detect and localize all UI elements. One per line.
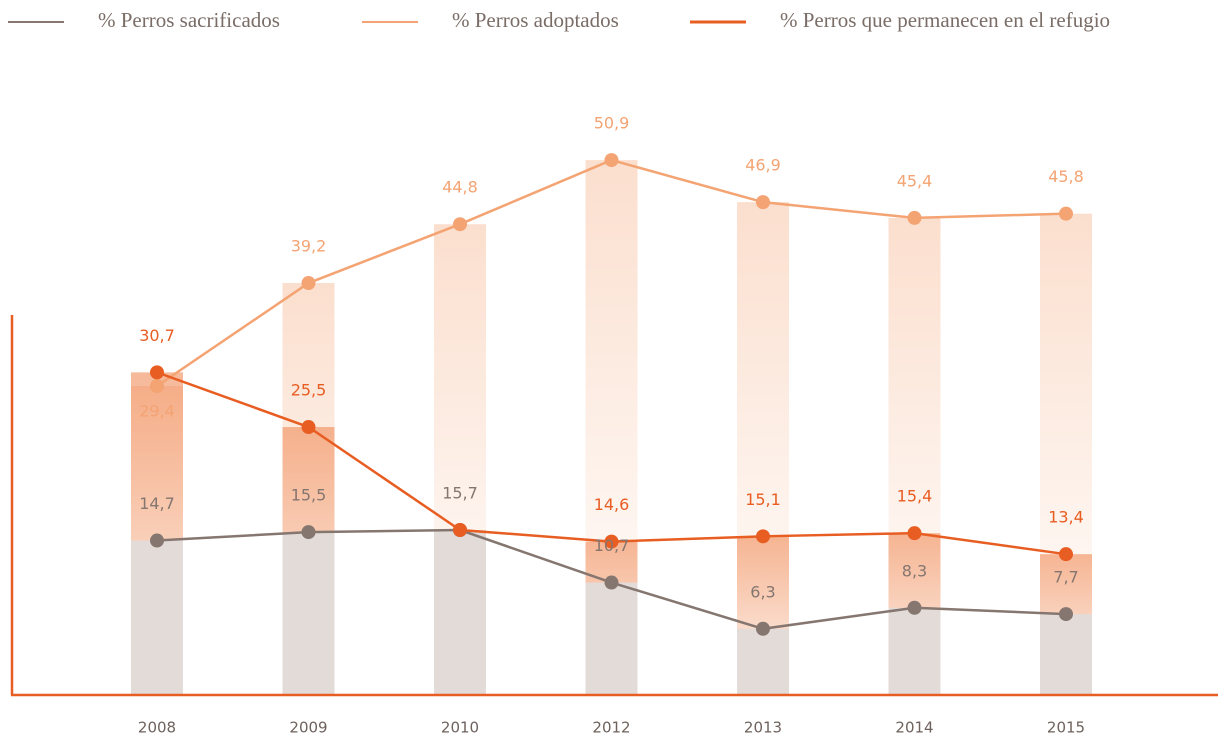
data-label: 15,1 — [745, 490, 781, 509]
data-label: 29,4 — [139, 402, 175, 421]
marker — [453, 217, 467, 232]
bar — [434, 530, 486, 695]
data-label: 7,7 — [1053, 568, 1078, 587]
x-tick-label: 2015 — [1047, 719, 1085, 737]
bars — [131, 160, 1092, 695]
data-label: 10,7 — [594, 536, 630, 555]
marker — [150, 379, 164, 394]
marker — [756, 621, 770, 636]
bar — [1040, 614, 1092, 695]
data-label: 44,8 — [442, 178, 478, 197]
data-label: 8,3 — [902, 561, 927, 580]
x-tick-label: 2013 — [744, 719, 782, 737]
marker — [1059, 547, 1073, 562]
marker — [1059, 607, 1073, 622]
data-label: 15,5 — [291, 486, 327, 505]
marker — [907, 210, 922, 225]
lines — [150, 153, 1073, 636]
marker — [604, 575, 619, 590]
x-tick-label: 2009 — [289, 719, 327, 737]
data-label: 30,7 — [139, 326, 175, 345]
marker — [301, 276, 316, 291]
bar — [585, 582, 638, 695]
marker — [150, 365, 164, 380]
data-label: 25,5 — [291, 381, 327, 400]
marker — [453, 523, 467, 538]
bar — [282, 532, 335, 695]
marker — [907, 526, 922, 541]
marker — [1059, 206, 1073, 221]
x-tick-label: 2010 — [441, 719, 479, 737]
data-label: 45,4 — [897, 171, 933, 190]
bar — [131, 540, 183, 695]
data-label: 15,7 — [442, 484, 478, 503]
legend-label: % Perros adoptados — [452, 8, 619, 32]
marker — [907, 600, 922, 615]
legend-label: % Perros sacrificados — [98, 8, 280, 32]
bar — [888, 607, 941, 695]
bar — [737, 628, 789, 695]
marker — [756, 195, 770, 210]
data-label: 13,4 — [1048, 508, 1084, 527]
marker — [756, 529, 770, 544]
marker — [150, 533, 164, 548]
data-label: 14,7 — [139, 494, 175, 513]
data-label: 15,4 — [897, 487, 933, 506]
data-label: 45,8 — [1048, 167, 1084, 186]
x-tick-label: 2014 — [895, 719, 933, 737]
marker — [301, 420, 316, 435]
marker — [604, 534, 619, 549]
marker — [301, 525, 316, 540]
data-label: 14,6 — [594, 495, 630, 514]
data-label: 46,9 — [745, 156, 781, 175]
data-label: 39,2 — [291, 237, 327, 256]
marker — [604, 153, 619, 168]
x-tick-label: 2012 — [592, 719, 630, 737]
x-tick-label: 2008 — [138, 719, 176, 737]
data-label: 50,9 — [594, 114, 630, 133]
legend-label: % Perros que permanecen en el refugio — [780, 8, 1110, 32]
data-label: 6,3 — [750, 582, 775, 601]
